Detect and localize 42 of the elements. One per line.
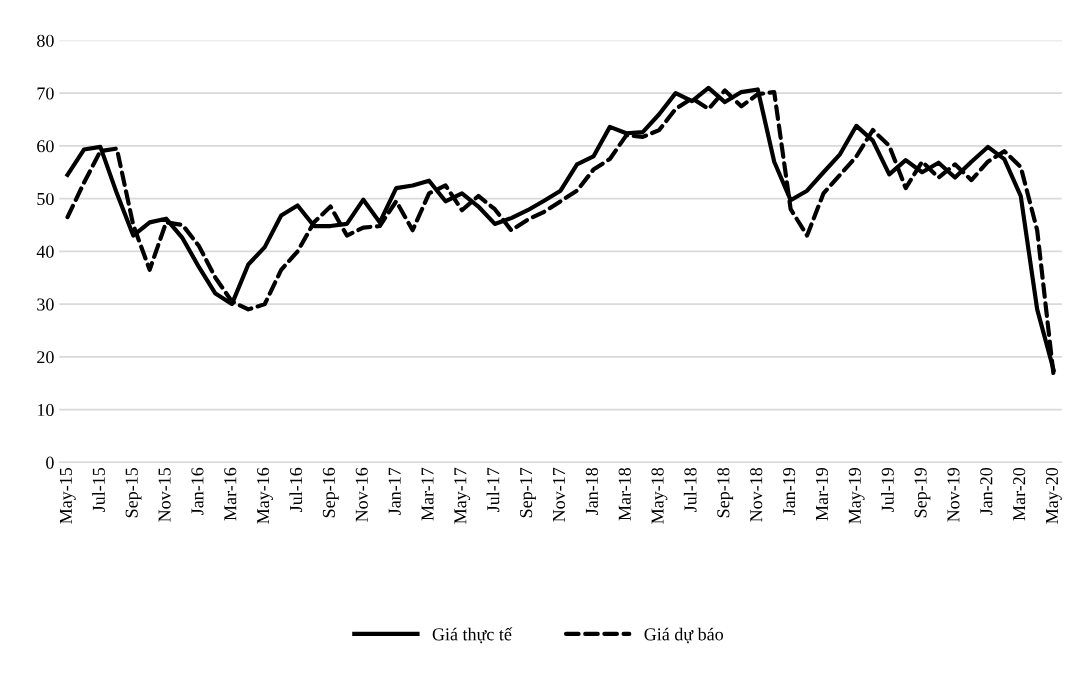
x-tick-label: Sep-17 xyxy=(520,467,536,518)
y-tick-label: 50 xyxy=(37,192,54,206)
x-tick-label: Nov-16 xyxy=(355,467,368,522)
x-tick-label: Jan-20 xyxy=(980,467,993,515)
x-tick-label: Nov-15 xyxy=(158,467,171,522)
x-tick-label: Mar-17 xyxy=(421,467,434,521)
y-tick-label: 30 xyxy=(37,298,54,311)
x-tick-label: Mar-16 xyxy=(224,467,237,521)
x-tick-label: Nov-19 xyxy=(947,467,960,522)
y-tick-label: 80 xyxy=(37,34,54,47)
x-tick-label: May-16 xyxy=(257,467,273,524)
x-tick-label: Mar-18 xyxy=(618,467,631,521)
x-tick-label: Jan-19 xyxy=(783,467,796,515)
x-tick-label: Nov-17 xyxy=(552,467,566,522)
x-tick-label: Jan-16 xyxy=(191,467,204,515)
legend-label: Giá thực tế xyxy=(432,627,513,644)
x-tick-label: Nov-18 xyxy=(750,467,763,522)
x-tick-label: Jul-16 xyxy=(289,467,303,512)
x-tick-label: Mar-20 xyxy=(1013,467,1026,521)
y-tick-label: 60 xyxy=(37,140,54,153)
y-tick-label: 70 xyxy=(37,87,54,100)
x-tick-label: Sep-18 xyxy=(717,467,734,518)
legend-label: Giá dự báo xyxy=(644,627,724,644)
x-tick-label: Jul-18 xyxy=(683,467,697,512)
x-tick-label: Mar-19 xyxy=(815,467,829,521)
x-tick-label: May-19 xyxy=(848,467,865,524)
y-tick-label: 0 xyxy=(46,456,54,469)
x-tick-label: May-17 xyxy=(454,467,471,524)
x-tick-label: May-15 xyxy=(59,467,76,524)
y-tick-label: 10 xyxy=(37,403,54,417)
x-tick-label: Jan-17 xyxy=(388,467,401,515)
x-tick-label: May-18 xyxy=(651,467,668,524)
x-tick-label: May-20 xyxy=(1045,467,1062,524)
x-tick-label: Sep-19 xyxy=(914,467,931,518)
x-tick-label: Jul-17 xyxy=(486,467,500,512)
y-tick-label: 20 xyxy=(37,351,54,364)
x-tick-label: Jan-18 xyxy=(585,467,598,515)
x-tick-label: Sep-15 xyxy=(125,467,142,518)
x-tick-label: Jul-15 xyxy=(92,467,105,512)
x-tick-label: Sep-16 xyxy=(322,467,339,518)
y-tick-label: 40 xyxy=(36,245,54,258)
x-tick-label: Jul-19 xyxy=(881,467,894,512)
